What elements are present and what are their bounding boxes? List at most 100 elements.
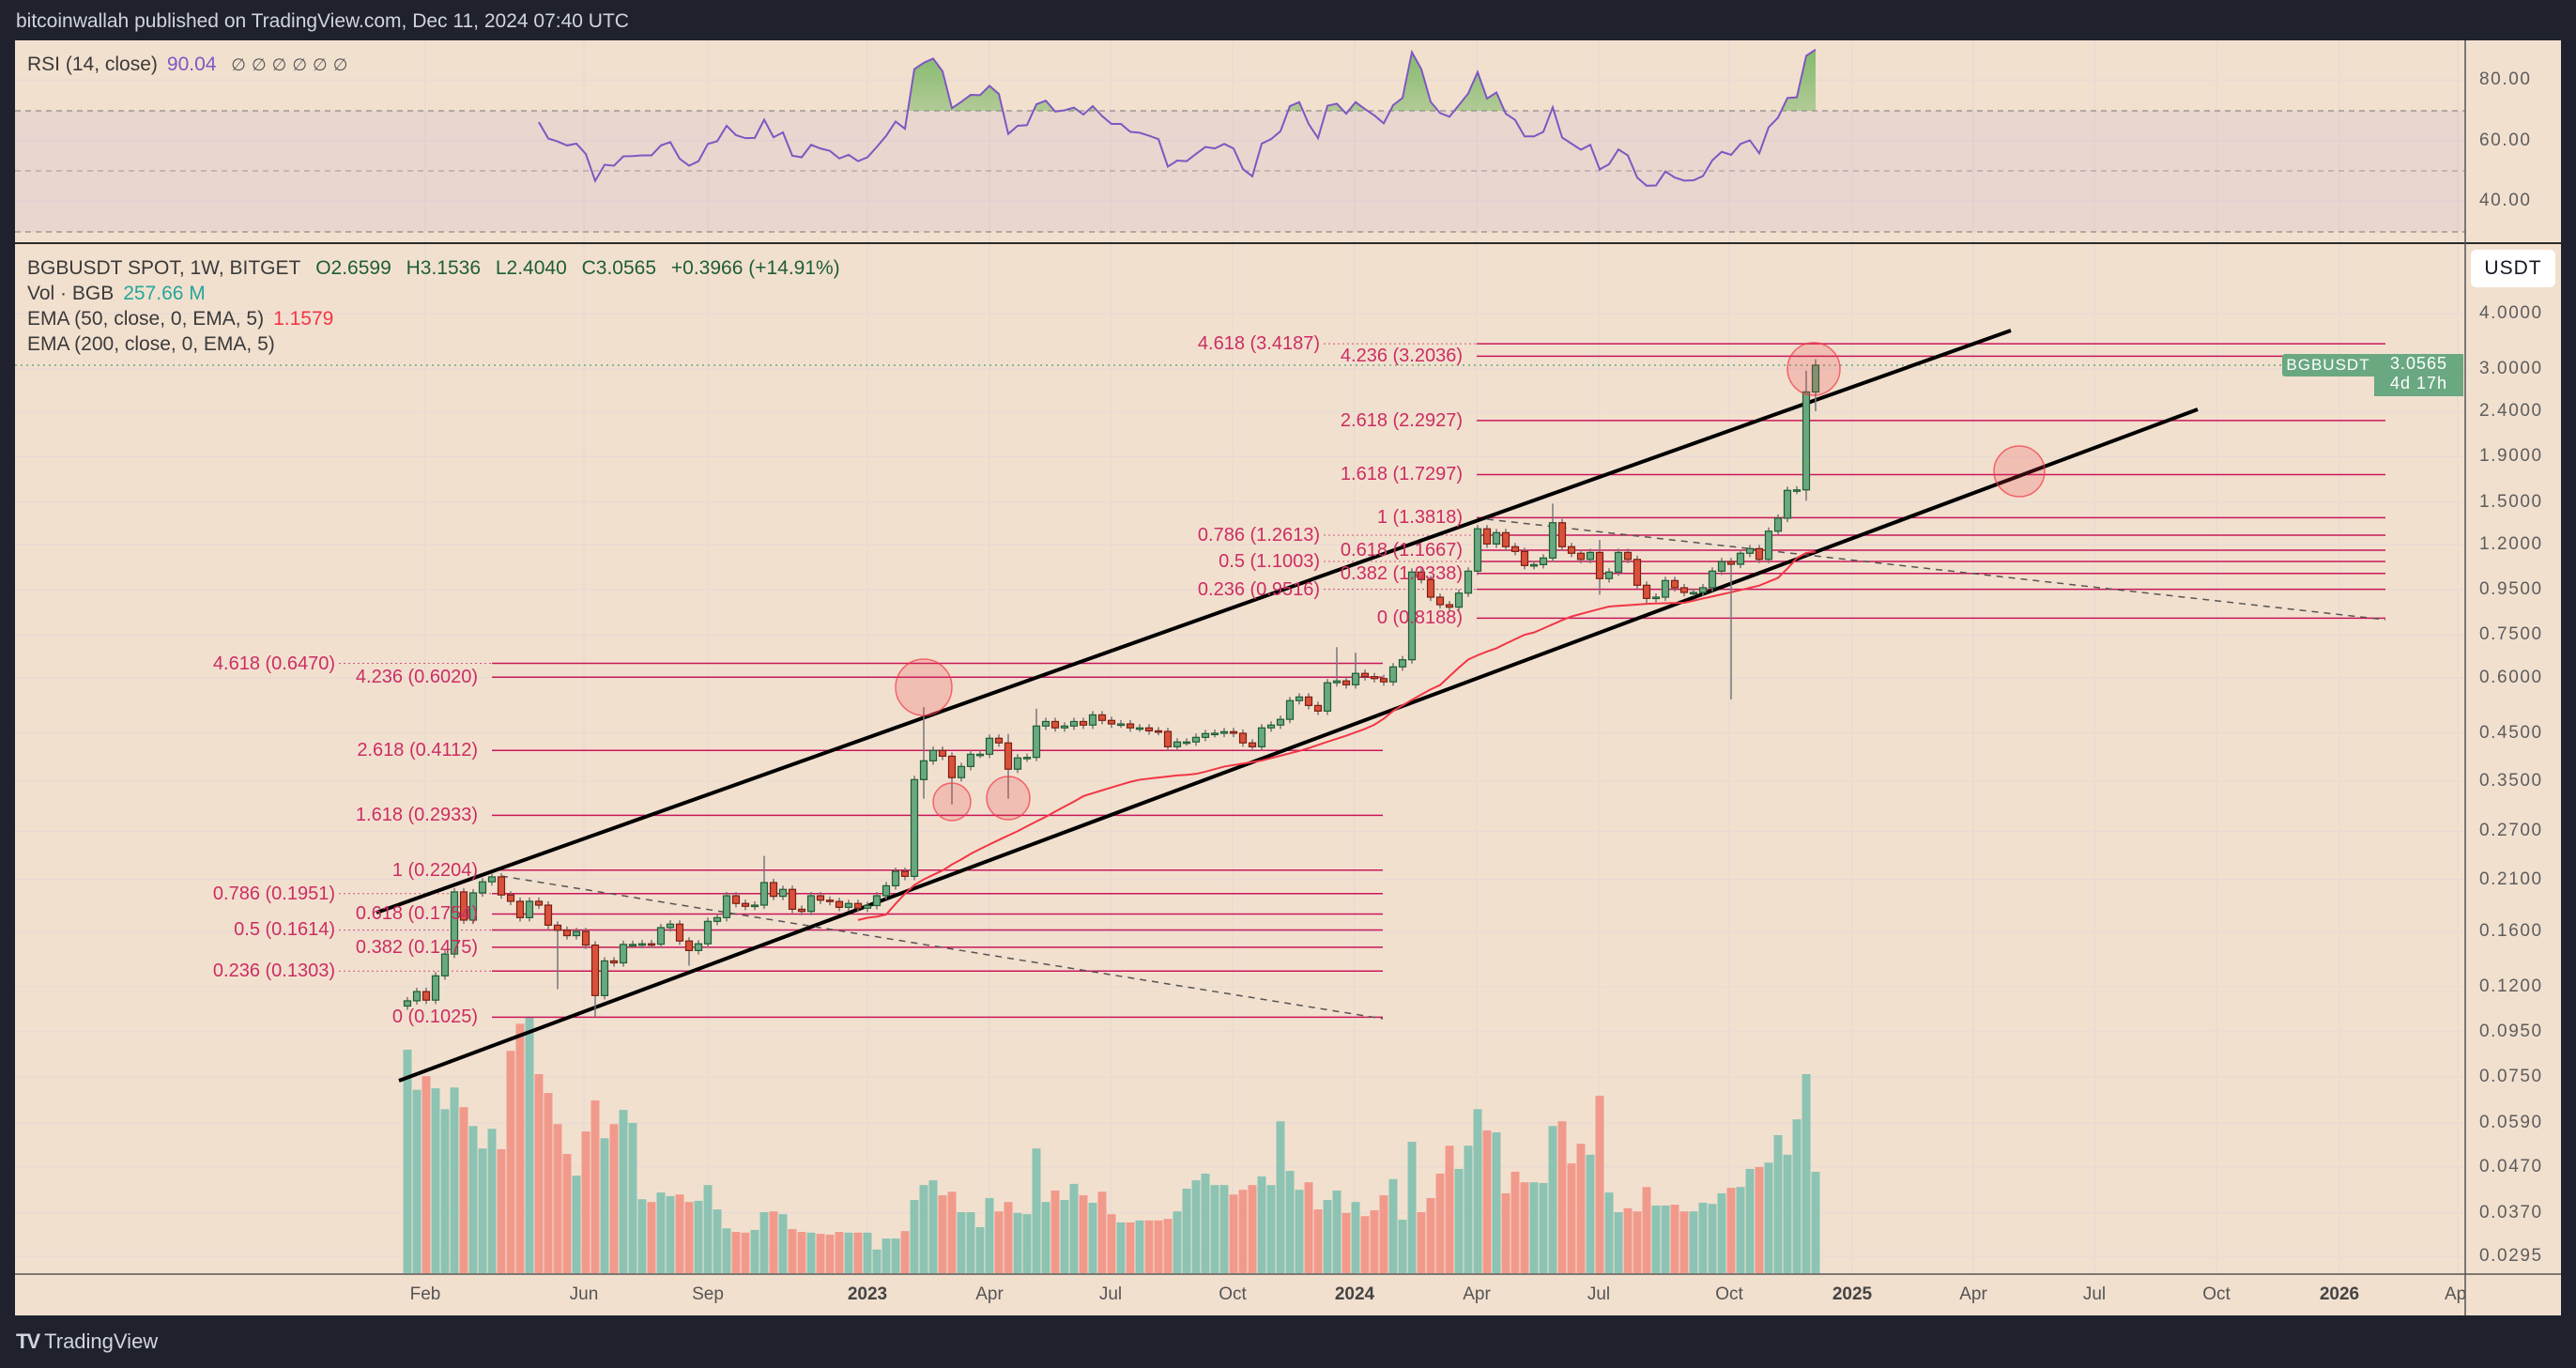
candle bbox=[450, 887, 459, 959]
candle bbox=[1266, 721, 1276, 732]
candle bbox=[891, 868, 900, 890]
volume-bar bbox=[1689, 1211, 1698, 1273]
fib-level-label[interactable]: 0.786 (0.1951) bbox=[212, 883, 335, 904]
fib-level-label[interactable]: 0.618 (0.1754) bbox=[355, 903, 478, 925]
brand-name: TradingView bbox=[44, 1330, 159, 1353]
fib-level-label[interactable]: 0 (0.1025) bbox=[391, 1007, 478, 1028]
volume-value: 257.66 M bbox=[123, 283, 206, 304]
fib-level-label[interactable]: 0.236 (0.9516) bbox=[1197, 578, 1320, 600]
fib-level-label[interactable]: 0.382 (1.0338) bbox=[1340, 562, 1463, 584]
fib-level-label[interactable]: 0 (0.8188) bbox=[1376, 607, 1463, 629]
fib-level-label[interactable]: 4.618 (3.4187) bbox=[1197, 333, 1320, 355]
candle bbox=[1398, 655, 1407, 671]
price-tick-label: 0.0295 bbox=[2479, 1246, 2543, 1267]
candle bbox=[1520, 547, 1529, 570]
candle bbox=[1623, 548, 1633, 563]
candle bbox=[1154, 727, 1163, 736]
volume-bar bbox=[1726, 1188, 1736, 1273]
candle-body bbox=[713, 916, 722, 922]
candle-body bbox=[797, 908, 806, 913]
volume-bar bbox=[572, 1176, 581, 1273]
candle-body bbox=[637, 943, 647, 946]
fib-level-label[interactable]: 4.236 (3.2036) bbox=[1340, 346, 1463, 367]
price-tick-label: 0.0750 bbox=[2479, 1067, 2543, 1087]
candle bbox=[703, 917, 713, 948]
candle-body bbox=[1050, 720, 1060, 729]
fib-level-label[interactable]: 0.5 (0.1614) bbox=[234, 919, 335, 941]
volume-bar bbox=[694, 1200, 703, 1273]
fib-level-label[interactable]: 0.382 (0.1475) bbox=[355, 936, 478, 958]
rsi-legend[interactable]: RSI (14, close) 90.04 ∅ ∅ ∅ ∅ ∅ ∅ bbox=[27, 54, 353, 76]
candle bbox=[1060, 722, 1069, 732]
time-axis-label: Jul bbox=[2082, 1284, 2107, 1304]
volume-bar bbox=[825, 1234, 835, 1273]
fib-level-label[interactable]: 1.618 (1.7297) bbox=[1340, 464, 1463, 485]
fib-level-label[interactable]: 4.236 (0.6020) bbox=[355, 667, 478, 688]
candle-body bbox=[1595, 551, 1604, 579]
candle-body bbox=[1360, 672, 1370, 678]
fib-level-label[interactable]: 0.5 (1.1003) bbox=[1219, 550, 1320, 572]
fib-level-label[interactable]: 1.618 (0.2933) bbox=[355, 805, 478, 826]
volume-bar bbox=[656, 1192, 666, 1273]
volume-bar bbox=[1501, 1192, 1510, 1273]
candle bbox=[478, 878, 487, 898]
candle bbox=[882, 882, 891, 900]
candle bbox=[1332, 647, 1342, 687]
fib-level-label[interactable]: 1 (1.3818) bbox=[1376, 507, 1463, 529]
price-tick-label: 0.7500 bbox=[2479, 624, 2543, 645]
candle bbox=[1079, 717, 1088, 730]
candle-body bbox=[468, 892, 478, 921]
volume-bars bbox=[403, 1017, 1820, 1273]
candle-body bbox=[1295, 696, 1304, 701]
candle bbox=[1407, 568, 1417, 664]
volume-bar bbox=[1708, 1204, 1717, 1273]
price-tick-label: 0.6000 bbox=[2479, 667, 2543, 687]
fib-level-label[interactable]: 0.786 (1.2613) bbox=[1197, 525, 1320, 546]
candle bbox=[1144, 724, 1154, 735]
candle bbox=[1614, 548, 1623, 576]
highlight-circle bbox=[1993, 445, 2046, 498]
candle bbox=[1013, 754, 1022, 774]
candle bbox=[1229, 728, 1238, 738]
fib-level-label[interactable]: 4.618 (0.6470) bbox=[212, 653, 335, 674]
candle-body bbox=[891, 870, 900, 886]
candle bbox=[1201, 730, 1210, 742]
candle-body bbox=[1088, 714, 1097, 726]
volume-bar bbox=[459, 1107, 468, 1273]
candle-body bbox=[515, 900, 525, 918]
ema50-legend[interactable]: EMA (50, close, 0, EMA, 5) 1.1579 bbox=[27, 308, 343, 330]
candle-body bbox=[985, 737, 994, 755]
fib-level-label[interactable]: 1 (0.2204) bbox=[391, 859, 478, 881]
highlight-circles bbox=[895, 342, 2046, 822]
fib-level-label[interactable]: 2.618 (0.4112) bbox=[357, 740, 478, 761]
footer-brand[interactable]: TV TradingView bbox=[16, 1330, 158, 1354]
candle-body bbox=[966, 753, 975, 767]
candle-body bbox=[1351, 672, 1360, 685]
time-axis-label: 2023 bbox=[847, 1284, 888, 1304]
candle bbox=[694, 940, 703, 955]
fib-level-label[interactable]: 2.618 (2.2927) bbox=[1340, 409, 1463, 431]
candle-body bbox=[957, 765, 966, 778]
volume-bar bbox=[1041, 1202, 1050, 1273]
volume-bar bbox=[713, 1209, 722, 1273]
candle bbox=[957, 762, 966, 782]
candle bbox=[1379, 674, 1388, 686]
currency-button[interactable]: USDT bbox=[2471, 250, 2555, 287]
candle bbox=[975, 750, 985, 759]
volume-legend[interactable]: Vol · BGB 257.66 M bbox=[27, 283, 215, 305]
symbol-legend[interactable]: BGBUSDT SPOT, 1W, BITGET O2.6599 H3.1536… bbox=[27, 257, 850, 280]
ema200-legend[interactable]: EMA (200, close, 0, EMA, 5) bbox=[27, 333, 284, 356]
candle-body bbox=[1032, 725, 1041, 759]
price-tick-label: 0.0370 bbox=[2479, 1202, 2543, 1222]
candle-body bbox=[1670, 579, 1679, 589]
candle-body bbox=[1041, 720, 1050, 727]
candle bbox=[562, 926, 572, 940]
candle-body bbox=[497, 876, 506, 896]
fib-level-label[interactable]: 0.618 (1.1667) bbox=[1340, 539, 1463, 561]
volume-bar bbox=[1595, 1096, 1604, 1273]
volume-bar bbox=[1379, 1195, 1388, 1273]
time-axis-label: 2025 bbox=[1832, 1284, 1873, 1304]
fib-level-label[interactable]: 0.236 (0.1303) bbox=[212, 961, 335, 982]
candle-body bbox=[1004, 742, 1013, 770]
